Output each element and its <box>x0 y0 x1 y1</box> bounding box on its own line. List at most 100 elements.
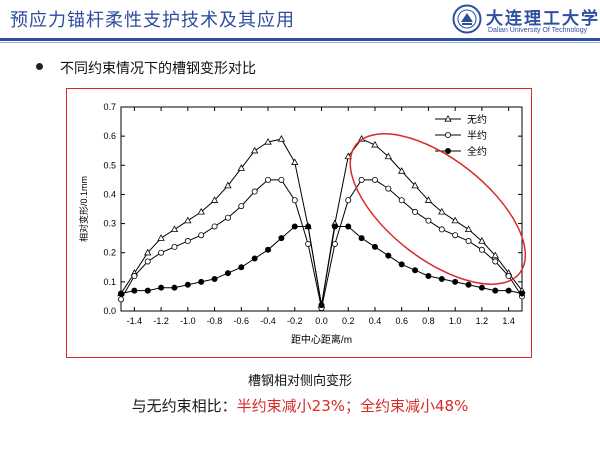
header-divider <box>0 38 600 41</box>
data-point-series-2 <box>265 246 272 253</box>
x-tick-label: 1.2 <box>476 316 489 326</box>
data-point-series-0 <box>371 140 379 148</box>
x-tick-label: 0.0 <box>315 316 328 326</box>
logo-english-name: Dalian University Of Technology <box>488 27 588 34</box>
plot-area <box>120 106 523 312</box>
data-point-series-1 <box>278 176 285 183</box>
data-point-series-2 <box>158 284 165 291</box>
chart-caption: 槽钢相对侧向变形 <box>247 374 352 389</box>
data-point-series-1 <box>291 197 298 204</box>
deformation-chart: 0.0 0.1 0.2 0.3 0.4 0.5 0.6 0.7 -1.4 -1.2 -1.0 -0.8… <box>78 102 527 346</box>
data-point-series-1 <box>345 197 352 204</box>
y-tick-label: 0.6 <box>103 131 116 141</box>
data-point-series-1 <box>412 208 419 215</box>
data-point-series-2 <box>371 243 378 250</box>
data-point-series-2 <box>224 270 231 277</box>
data-point-series-0 <box>237 164 245 171</box>
data-point-series-0 <box>264 137 272 145</box>
data-point-series-1 <box>265 176 272 183</box>
data-point-series-2 <box>358 235 365 242</box>
university-logo: 大连理工大学 Dalian University Of Technology <box>452 2 598 40</box>
data-point-series-0 <box>344 152 352 160</box>
legend-label: 无约 <box>467 113 487 126</box>
x-tick-label: 0.8 <box>422 316 435 326</box>
y-tick-label: 0.3 <box>103 219 116 229</box>
data-point-series-2 <box>251 255 258 262</box>
data-point-series-2 <box>118 290 125 297</box>
data-point-series-2 <box>478 284 485 291</box>
data-point-series-0 <box>384 152 393 160</box>
data-point-series-0 <box>491 251 499 259</box>
legend-marker <box>444 114 452 122</box>
summary-highlight: 半约束减小23%；全约束减小48% <box>236 397 469 415</box>
data-point-series-0 <box>398 167 406 174</box>
data-point-series-2 <box>398 261 405 268</box>
data-point-series-1 <box>224 214 231 221</box>
slide-title: 预应力锚杆柔性支护技术及其应用 <box>10 10 295 31</box>
y-tick-label: 0.5 <box>103 160 116 170</box>
summary-lead: 与无约束相比： <box>131 397 237 415</box>
data-point-series-1 <box>465 238 472 245</box>
y-tick-label: 0.2 <box>103 248 116 258</box>
data-point-series-2 <box>131 287 138 294</box>
slide-header: 预应力锚杆柔性支护技术及其应用 大连理工大学 Dalian University… <box>0 0 600 44</box>
data-point-series-2 <box>438 275 445 282</box>
x-tick-label: 1.4 <box>502 316 515 326</box>
x-tick-label: -1.2 <box>153 316 169 326</box>
data-point-series-1 <box>438 226 445 233</box>
data-point-series-1 <box>371 176 378 183</box>
data-point-series-2 <box>385 252 392 259</box>
data-point-series-0 <box>184 216 192 224</box>
data-point-series-2 <box>278 235 285 242</box>
legend-marker <box>444 132 451 139</box>
x-tick-label: -0.2 <box>287 316 303 326</box>
x-tick-label: 0.4 <box>369 316 382 326</box>
x-tick-label: 1.0 <box>449 316 462 326</box>
data-point-series-2 <box>425 273 432 280</box>
x-tick-label: -0.6 <box>234 316 250 326</box>
data-point-series-0 <box>197 207 205 215</box>
data-point-series-2 <box>184 281 191 288</box>
bullet-dot-icon <box>36 63 43 70</box>
x-tick-label: -0.4 <box>260 316 276 326</box>
y-tick-label: 0.4 <box>103 189 116 199</box>
legend-marker <box>444 148 451 155</box>
series-line-1 <box>120 179 523 309</box>
y-tick-label: 0.7 <box>103 102 116 112</box>
data-point-series-1 <box>505 273 512 280</box>
data-point-series-2 <box>492 287 499 294</box>
data-point-series-2 <box>452 278 459 285</box>
data-point-series-0 <box>144 248 152 256</box>
x-tick-label: 0.2 <box>342 316 355 326</box>
data-point-series-1 <box>171 243 178 250</box>
y-tick-label: 0.1 <box>103 277 116 287</box>
data-point-series-2 <box>412 267 419 274</box>
summary-line: 与无约束相比：半约束减小23%；全约束减小48% <box>0 395 600 416</box>
data-point-series-2 <box>171 284 178 291</box>
data-point-series-0 <box>291 158 299 165</box>
x-tick-label: -1.4 <box>127 316 143 326</box>
data-point-series-1 <box>331 240 338 247</box>
data-point-series-1 <box>238 203 245 210</box>
data-point-series-2 <box>505 287 512 294</box>
data-point-series-0 <box>210 196 219 203</box>
data-point-series-2 <box>198 278 205 285</box>
data-point-series-1 <box>478 246 485 253</box>
annotation-ellipse <box>349 133 527 285</box>
data-point-series-1 <box>385 185 392 192</box>
chart-frame: 0.0 0.1 0.2 0.3 0.4 0.5 0.6 0.7 -1.4 -1.2 -1.0 -0.8… <box>66 88 532 358</box>
data-point-series-2 <box>518 290 525 297</box>
data-point-series-0 <box>438 207 446 215</box>
x-tick-label: -0.8 <box>207 316 223 326</box>
data-point-series-2 <box>291 223 298 230</box>
y-axis-label: 相对变形/0.1mm <box>78 176 89 242</box>
data-point-series-1 <box>158 249 165 256</box>
data-point-series-0 <box>464 225 473 232</box>
bullet-text: 不同约束情况下的槽钢变形对比 <box>60 61 256 77</box>
data-point-series-2 <box>465 281 472 288</box>
data-point-series-1 <box>184 238 191 245</box>
data-point-series-1 <box>144 258 151 265</box>
data-point-series-0 <box>424 196 433 203</box>
data-point-series-1 <box>425 217 432 224</box>
header-divider-thin <box>0 42 600 43</box>
